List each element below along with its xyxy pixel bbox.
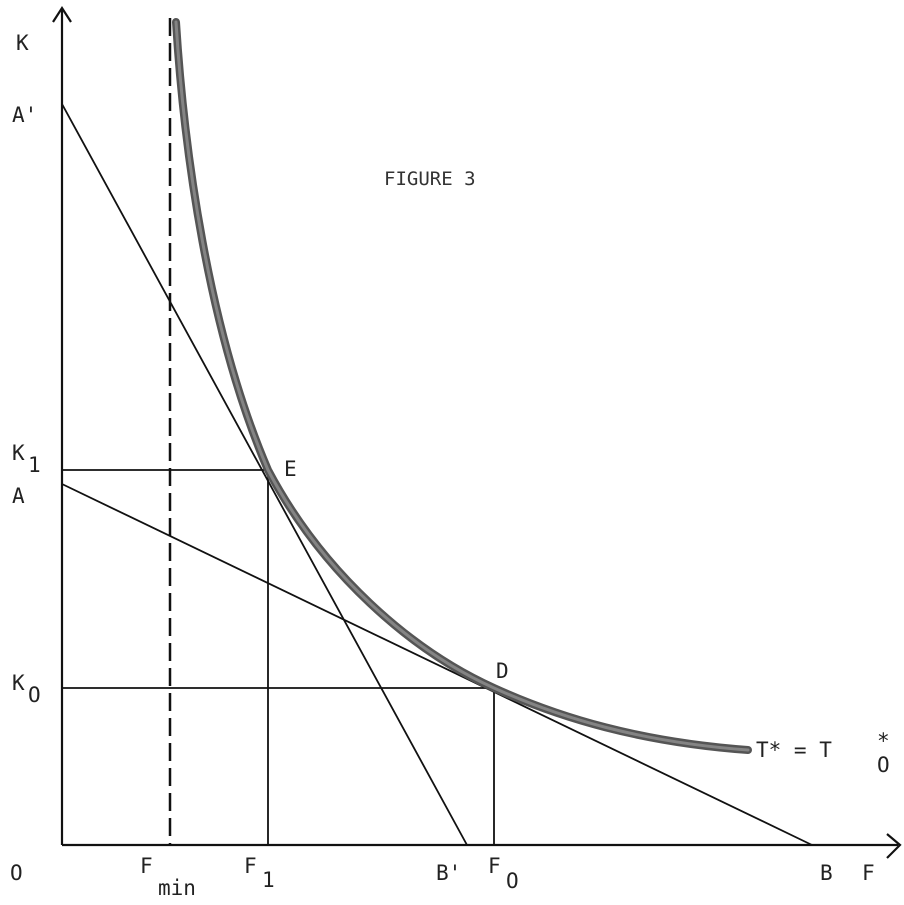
label-f1-subscript: 1 — [262, 868, 275, 892]
label-a-prime: A' — [12, 103, 37, 127]
curve-label-superscript: * — [877, 729, 890, 753]
curve-label: T* = T — [756, 738, 832, 762]
y-axis-arrow — [52, 5, 72, 23]
label-k1: K — [12, 441, 25, 465]
label-k0-subscript: O — [28, 683, 41, 707]
label-f0: F — [488, 854, 501, 878]
label-f1: F — [244, 854, 257, 878]
label-f-min-subscript: min — [158, 876, 196, 900]
label-f-min: F — [140, 854, 153, 878]
x-axis-arrow — [886, 833, 902, 859]
label-k1-subscript: 1 — [28, 453, 41, 477]
label-b: B — [820, 861, 833, 885]
budget-line-a-prime-b-prime — [61, 103, 468, 846]
label-k0: K — [12, 671, 25, 695]
label-point-e: E — [284, 457, 297, 481]
isoquant-curve-highlight — [174, 20, 750, 752]
label-b-prime: B' — [436, 861, 461, 885]
label-f0-subscript: O — [506, 869, 519, 893]
figure-title: FIGURE 3 — [384, 168, 476, 190]
y-axis-label: K — [16, 31, 29, 55]
x-axis-label: F — [862, 861, 875, 885]
curve-label-subscript: O — [877, 753, 890, 777]
budget-line-a-b — [61, 483, 813, 846]
label-a: A — [12, 484, 25, 508]
label-point-d: D — [496, 659, 509, 683]
origin-label: O — [10, 861, 23, 885]
isoquant-curve — [172, 18, 752, 754]
